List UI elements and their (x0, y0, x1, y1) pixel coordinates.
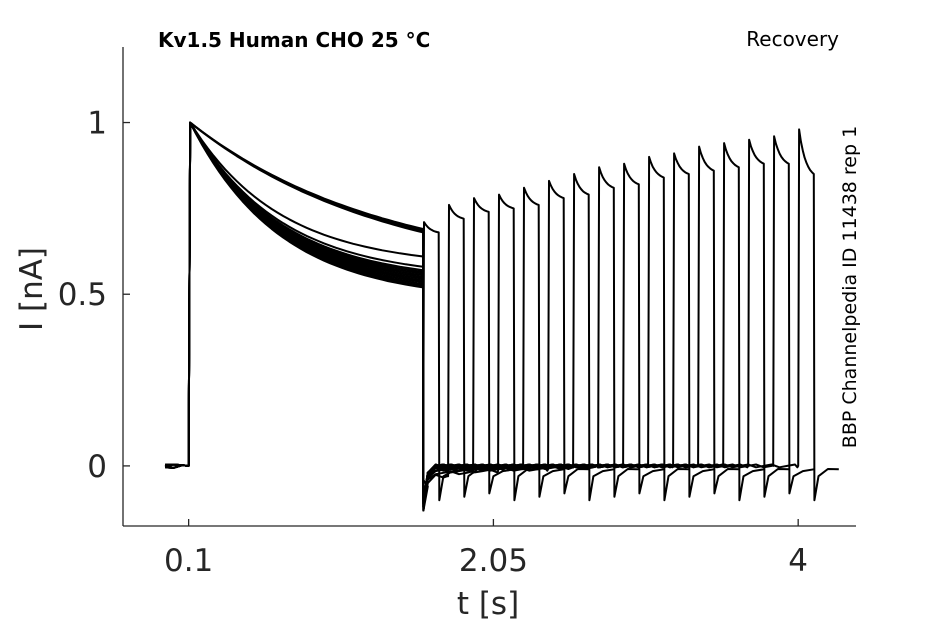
current-trace-sweep (164, 121, 539, 502)
chart-title: Kv1.5 Human CHO 25 °C (158, 28, 430, 52)
current-traces (164, 121, 839, 512)
channelpedia-id-label: BBP Channelpedia ID 11438 rep 1 (839, 126, 861, 448)
x-axis-ticks: 0.1 2.05 4 (164, 519, 808, 579)
x-tick-label: 4 (788, 543, 808, 579)
current-trace-sweep (165, 121, 464, 512)
current-trace-sweep (165, 121, 739, 502)
x-axis-title: t [s] (457, 586, 519, 622)
y-tick-label: 0.5 (58, 277, 107, 313)
y-tick-label: 0 (87, 449, 107, 485)
current-trace-sweep (164, 121, 564, 512)
protocol-label: Recovery (746, 27, 839, 51)
current-trace-sweep (164, 121, 514, 505)
y-tick-label: 1 (87, 106, 107, 142)
current-trace-sweep (165, 121, 639, 502)
current-trace-sweep (164, 121, 839, 502)
y-axis-ticks: 00.51 (58, 106, 130, 485)
x-tick-label: 2.05 (459, 543, 528, 579)
current-trace-sweep (165, 121, 789, 509)
y-axis-title: I [nA] (14, 247, 50, 331)
current-trace-sweep (164, 121, 689, 509)
x-tick-label: 0.1 (164, 543, 213, 579)
